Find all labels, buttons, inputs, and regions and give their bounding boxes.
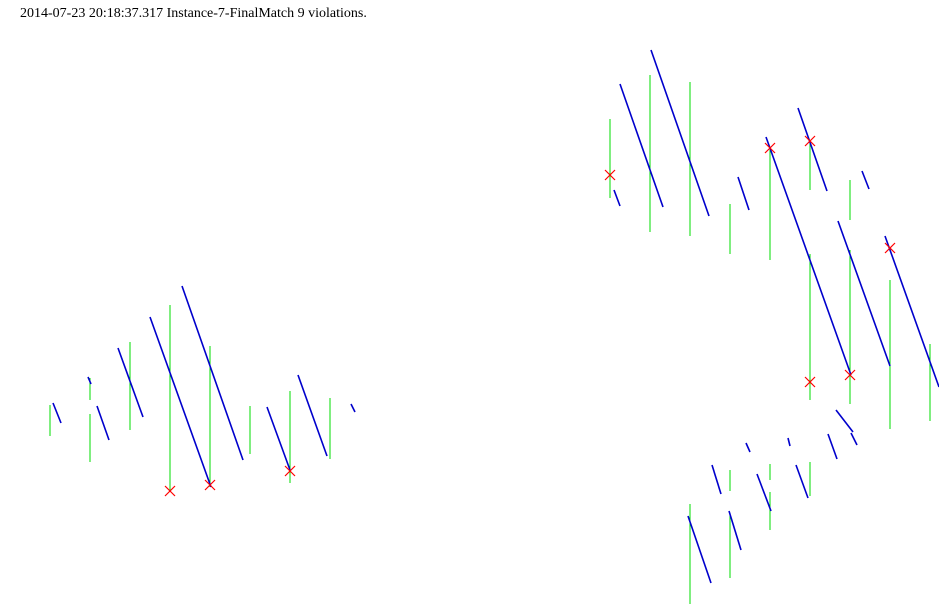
blue-segment <box>613 189 621 207</box>
blue-segment <box>687 515 712 584</box>
blue-segment <box>827 433 838 460</box>
blue-segment <box>861 170 870 190</box>
blue-segment <box>884 235 939 388</box>
violation-marker <box>764 142 776 154</box>
blue-segment <box>797 107 828 192</box>
blue-segment <box>619 83 664 208</box>
blue-segment <box>728 510 742 551</box>
blue-segment <box>835 409 854 433</box>
blue-segment <box>181 285 244 461</box>
violation-marker <box>844 369 856 381</box>
violation-marker <box>604 169 616 181</box>
blue-segment <box>52 402 62 424</box>
violation-marker <box>884 242 896 254</box>
blue-segment <box>117 347 144 418</box>
blue-segment <box>149 316 212 488</box>
blue-segments <box>52 49 939 584</box>
blue-segment <box>350 403 356 413</box>
violation-marker <box>804 376 816 388</box>
blue-segment <box>96 405 110 441</box>
blue-segment <box>297 374 328 457</box>
blue-segment <box>650 49 710 217</box>
blue-segment <box>711 464 722 495</box>
blue-segment <box>837 220 891 367</box>
status-caption: 2014-07-23 20:18:37.317 Instance-7-Final… <box>20 6 367 21</box>
blue-segment <box>737 176 750 211</box>
blue-segment <box>850 432 858 446</box>
violation-marker <box>164 485 176 497</box>
blue-segment <box>745 442 751 453</box>
blue-segment <box>765 136 852 376</box>
blue-segment <box>795 464 809 499</box>
blue-segment <box>787 437 791 447</box>
green-segments <box>49 75 931 604</box>
blue-segment <box>87 376 92 385</box>
blue-segment <box>266 406 291 471</box>
violation-marker <box>204 479 216 491</box>
violation-marker <box>804 135 816 147</box>
violation-markers <box>164 135 896 497</box>
blue-segment <box>756 473 772 512</box>
violation-marker <box>284 465 296 477</box>
